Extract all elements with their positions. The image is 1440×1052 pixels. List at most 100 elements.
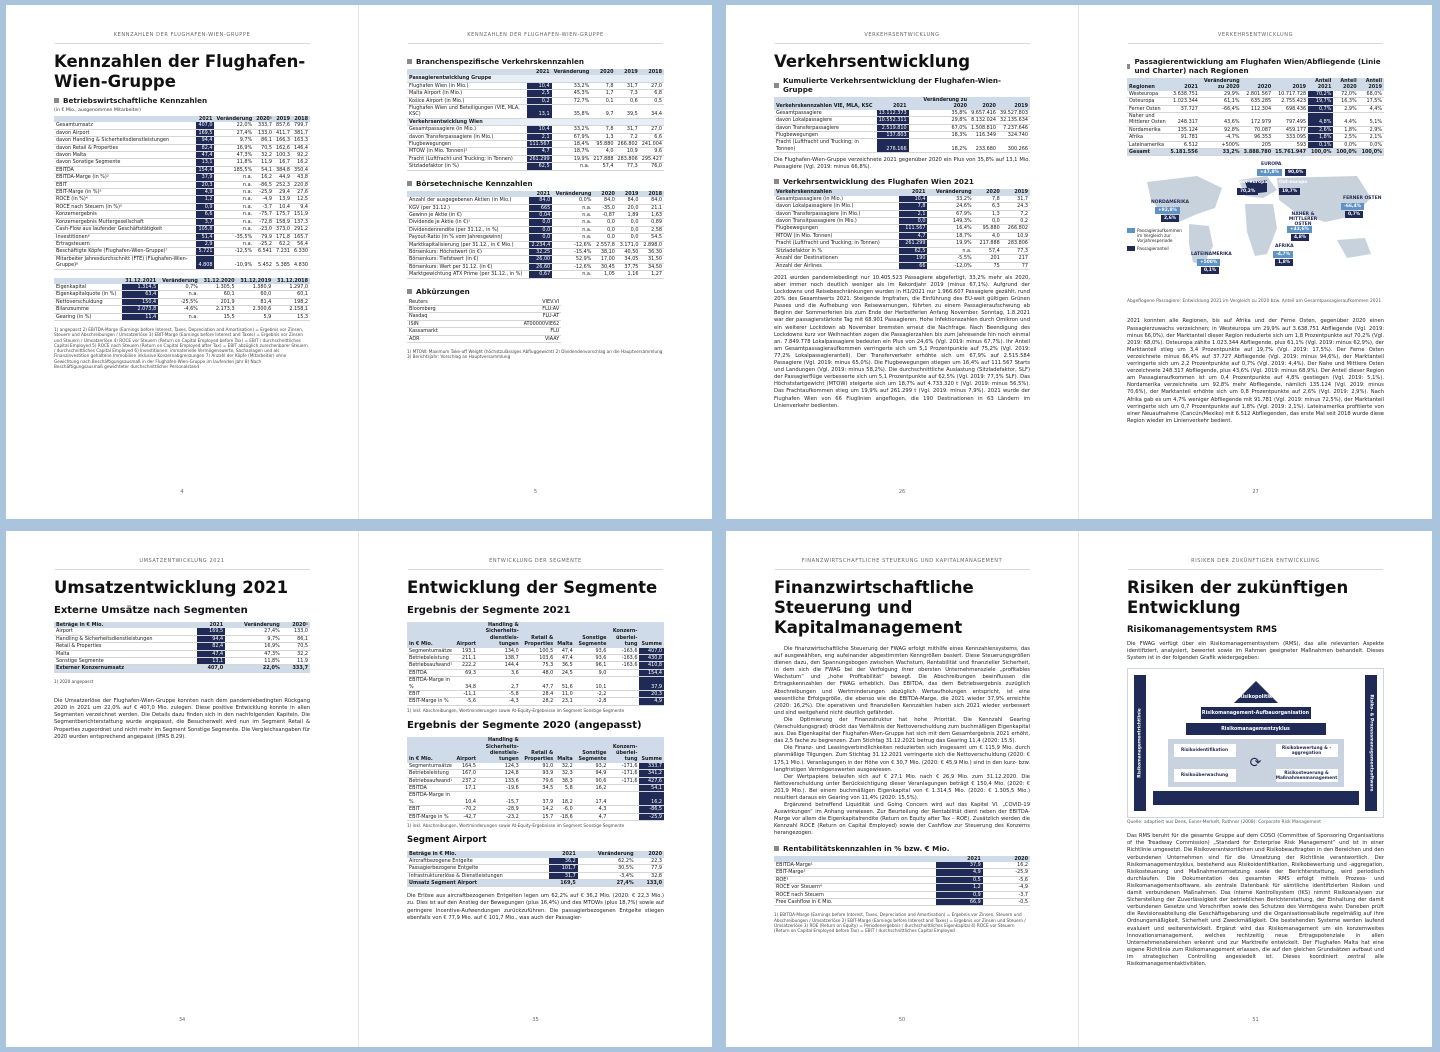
table-cell: EBIT-Marge in % bbox=[407, 697, 455, 706]
table-cell: -5,6 bbox=[982, 876, 1030, 885]
footnote: 1) inkl. Abschreibungen, Wertminderungen… bbox=[407, 707, 625, 713]
column-header: Veränderung bbox=[927, 189, 974, 196]
bullet-icon bbox=[54, 98, 59, 103]
table-cell: -12,5% bbox=[214, 247, 255, 256]
table-cell: 36,5 bbox=[555, 661, 575, 670]
table-row: davon Transferpassagiere (in Mio.) 2,1 67,… bbox=[774, 210, 1030, 219]
table-cell: 0,6 bbox=[615, 97, 640, 106]
page-title: Umsatzentwicklung 2021 bbox=[54, 578, 289, 597]
table-cell: Betriebsaufwand¹ bbox=[407, 777, 455, 786]
table-row: Ertragsteuern 2,9 n.a. -25,2 62,2 56,4 bbox=[54, 240, 310, 249]
table-cell: 2.801.567 bbox=[1241, 90, 1274, 99]
running-header: VERKEHRSENTWICKLUNG bbox=[726, 32, 1078, 44]
table-cell: 0,0% bbox=[552, 197, 594, 205]
table-cell: 6,8 bbox=[639, 89, 664, 98]
table-row: Gesamtpassagiere (in Mio.) 10,4 33,2% 7,8 31… bbox=[774, 195, 1030, 204]
table-cell: -2,8 bbox=[574, 697, 609, 706]
table-cell: 60,1 bbox=[273, 290, 310, 299]
table-cell: 4,3 bbox=[574, 805, 609, 814]
table-cell: 2.300,6 bbox=[236, 305, 274, 314]
table-cell: 100,3 bbox=[273, 151, 292, 160]
table-cell: 0,67 bbox=[528, 270, 553, 279]
map-legend: Passagieraufkommen im Vergleich zur Vorj… bbox=[1127, 228, 1187, 252]
umsatz-table: Beträge in € Mio. 2021 Veränderung 2020¹ Air… bbox=[54, 622, 310, 673]
table-cell: 84,0 bbox=[616, 197, 641, 205]
table-row: Börsenkurs: Tiefstwert (in €) 26,00 52,9% 1… bbox=[407, 255, 664, 264]
table-cell: -25,9 bbox=[639, 813, 664, 822]
table-cell: 37,9 bbox=[196, 173, 215, 182]
table-cell: 857,6 bbox=[273, 122, 292, 130]
table-cell: 144,4 bbox=[477, 661, 521, 670]
table-cell: n.a. bbox=[927, 247, 974, 256]
column-header: Retail & Properties bbox=[520, 737, 556, 763]
column-header: Summe bbox=[639, 622, 664, 648]
column-header: 2021 bbox=[899, 189, 928, 196]
table-cell bbox=[608, 791, 640, 807]
table-cell: Handling & Sicherheitsdienstleistungen bbox=[54, 635, 198, 644]
paragraph: Die finanzwirtschaftliche Steuerung der … bbox=[774, 646, 1030, 716]
diagram-caption: Quelle: adaptiert aus Denk, Exner-Merkel… bbox=[1127, 820, 1321, 826]
map-value: 4,8% bbox=[1291, 234, 1310, 242]
table-cell: 9,0 bbox=[574, 669, 609, 678]
table-cell: 22,3 bbox=[635, 857, 664, 866]
table-cell: 9,7% bbox=[225, 635, 282, 644]
table-cell: Sonstige Segmente bbox=[54, 657, 198, 666]
table-cell: 31,7 bbox=[549, 872, 578, 880]
column-header: Veränderung zu 2020 bbox=[908, 97, 970, 110]
table-row: Fracht (Luftfracht und Trucking; in Tonn… bbox=[407, 155, 664, 164]
table-cell: ROCE nach Steuern (in %)⁵ bbox=[54, 203, 197, 212]
table-cell: 15,3 bbox=[273, 313, 310, 321]
table-cell: 3,7 bbox=[196, 218, 215, 227]
legend-swatch-icon bbox=[1127, 246, 1135, 252]
table-cell: 24,6% bbox=[927, 202, 974, 211]
table-cell: 169,5 bbox=[197, 628, 226, 636]
table-row: Osteuropa 1.023.344 61,1% 635.285 2.755.423 1… bbox=[1127, 97, 1384, 106]
table-cell: 164,5 bbox=[454, 762, 478, 771]
table-cell: -6,0 bbox=[555, 805, 575, 814]
table-cell: 154,4 bbox=[196, 166, 215, 175]
table-cell: 72,7% bbox=[551, 97, 592, 106]
table-cell: 4,4% bbox=[1358, 105, 1384, 114]
table-cell: -10,9% bbox=[214, 255, 255, 270]
table-cell: 32,25 bbox=[528, 248, 553, 257]
table-cell: 124,3 bbox=[477, 762, 521, 771]
table-cell: 16,9% bbox=[225, 642, 282, 651]
table-cell: davon Transferpassagiere bbox=[774, 124, 877, 133]
table-cell: 91.781 bbox=[1168, 133, 1200, 142]
table-header-row: Verkehrskennzahlen VIE, MLA, KSC 2021 Verä… bbox=[774, 97, 1030, 110]
table-cell: 1,89 bbox=[616, 211, 641, 220]
table-cell: 47,4 bbox=[197, 650, 226, 659]
table-cell: n.a. bbox=[214, 225, 255, 234]
table-cell: 95.880 bbox=[591, 140, 616, 149]
table-cell: 17,4 bbox=[574, 791, 609, 807]
table-cell: Flugbewegungen bbox=[774, 131, 877, 140]
table-cell: 34,5 bbox=[520, 784, 556, 793]
table-row: ROE³ 0,5 -5,6 bbox=[774, 876, 1030, 885]
table-cell: 31,7 bbox=[1001, 195, 1030, 204]
table-cell: 165,7 bbox=[291, 233, 310, 241]
table-cell: -15,7 bbox=[477, 791, 521, 807]
table-cell: 77,9 bbox=[635, 864, 664, 873]
table-cell: Retail & Properties bbox=[54, 642, 198, 651]
table-cell: 32,2 bbox=[555, 762, 575, 771]
table-cell: 24,5 bbox=[555, 669, 575, 678]
table-cell: 11,8% bbox=[225, 657, 282, 666]
table-header-row: Beträge in € Mio. 2021 Veränderung 2020¹ bbox=[54, 622, 310, 629]
table-cell: -72,8 bbox=[254, 218, 274, 227]
table-row: davon Transitpassagiere (in Mio.) 0,0 149,… bbox=[774, 217, 1030, 226]
cycle-step: Risikoidentifikation bbox=[1173, 744, 1236, 758]
table-cell: Reuters bbox=[407, 298, 477, 306]
table-row: Börsenkurs: Höchstwert (in €) 32,25 -15,4%… bbox=[407, 248, 664, 257]
table-cell: 1.508.810 bbox=[969, 124, 998, 133]
column-header: 2019 bbox=[616, 190, 641, 198]
table-row: EBITDA-Marge in % 10,4 -15,7 37,9 18,2 17,4 16… bbox=[407, 791, 664, 807]
column-header: Veränderung bbox=[551, 69, 592, 76]
table-cell: 276.166 bbox=[876, 138, 909, 154]
column-header: 2019 bbox=[273, 116, 292, 123]
table-cell: -25,2 bbox=[254, 240, 274, 249]
table-cell: 333,7 bbox=[639, 762, 664, 771]
page-number: 4 bbox=[180, 489, 184, 495]
table-cell: -4,9 bbox=[254, 195, 274, 204]
world-map-graphic bbox=[1147, 176, 1371, 267]
table-cell: 18,4% bbox=[551, 140, 592, 149]
